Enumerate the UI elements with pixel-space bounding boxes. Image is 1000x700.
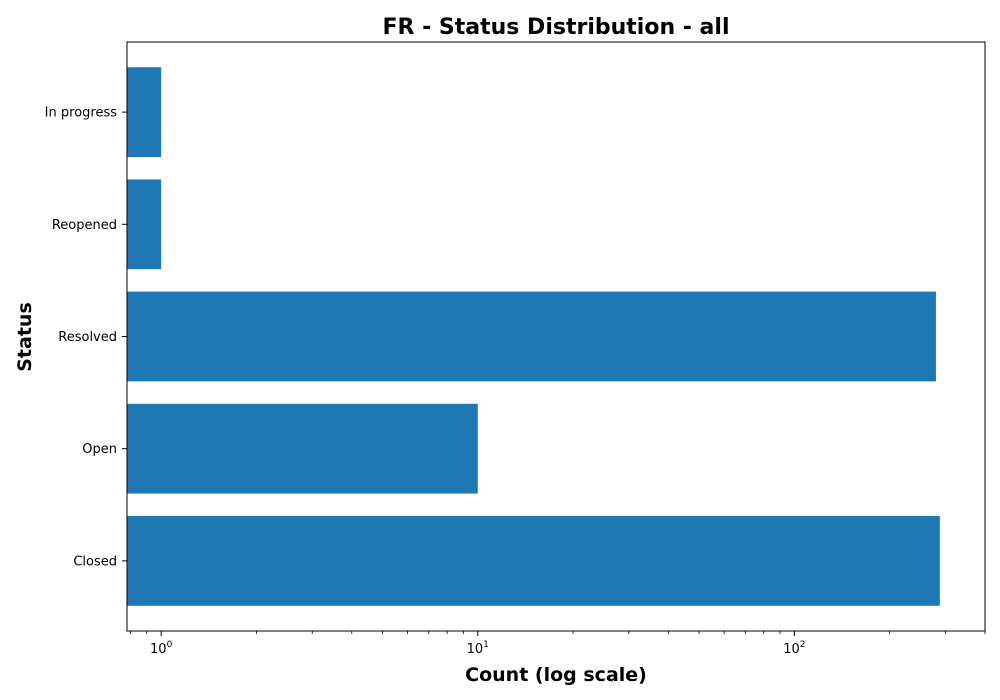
chart-title: FR - Status Distribution - all bbox=[383, 15, 730, 40]
bars-layer bbox=[127, 67, 940, 606]
y-tick-label-resolved: Resolved bbox=[58, 330, 117, 345]
bar-open bbox=[127, 403, 478, 494]
bar-in-progress bbox=[127, 67, 162, 157]
x-axis: 100 101 102 bbox=[130, 631, 986, 657]
bar-resolved bbox=[127, 291, 936, 382]
y-axis-label: Status bbox=[14, 302, 36, 372]
x-tick-label: 100 bbox=[150, 640, 173, 657]
bar-closed bbox=[127, 516, 940, 606]
y-axis: Closed Open Resolved Reopened In progress bbox=[45, 106, 127, 569]
bar-reopened bbox=[127, 179, 162, 270]
y-tick-label-reopened: Reopened bbox=[52, 218, 117, 233]
y-tick-label-closed: Closed bbox=[73, 554, 117, 569]
x-tick-label: 101 bbox=[467, 640, 489, 657]
x-axis-label: Count (log scale) bbox=[465, 664, 647, 686]
y-tick-label-in-progress: In progress bbox=[45, 106, 118, 121]
x-tick-label: 102 bbox=[783, 640, 805, 657]
y-tick-label-open: Open bbox=[82, 442, 117, 457]
